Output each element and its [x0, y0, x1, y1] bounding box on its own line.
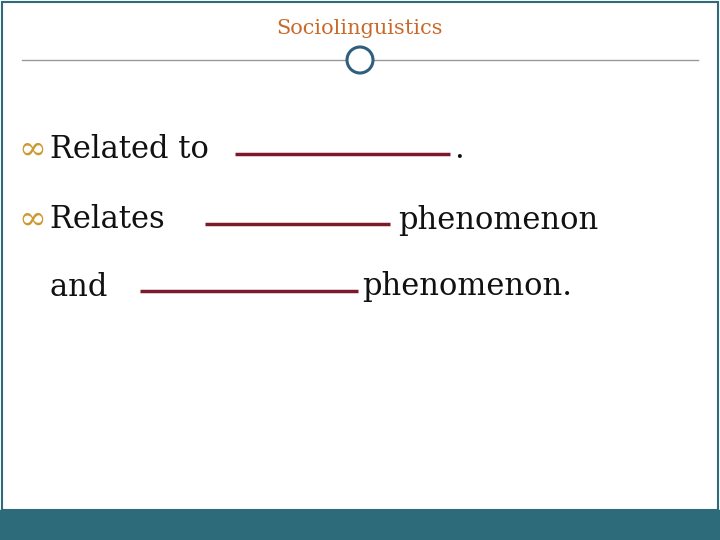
Text: Relates: Relates	[50, 205, 174, 235]
Circle shape	[347, 47, 373, 73]
Text: .: .	[454, 134, 464, 165]
Text: ∞: ∞	[18, 134, 46, 166]
Text: phenomenon: phenomenon	[398, 205, 598, 235]
Text: ∞: ∞	[18, 204, 46, 236]
Text: Related to: Related to	[50, 134, 219, 165]
Text: Sociolinguistics: Sociolinguistics	[276, 18, 444, 37]
Text: and: and	[50, 272, 117, 302]
Text: phenomenon.: phenomenon.	[362, 272, 572, 302]
Bar	[0, 510, 720, 540]
